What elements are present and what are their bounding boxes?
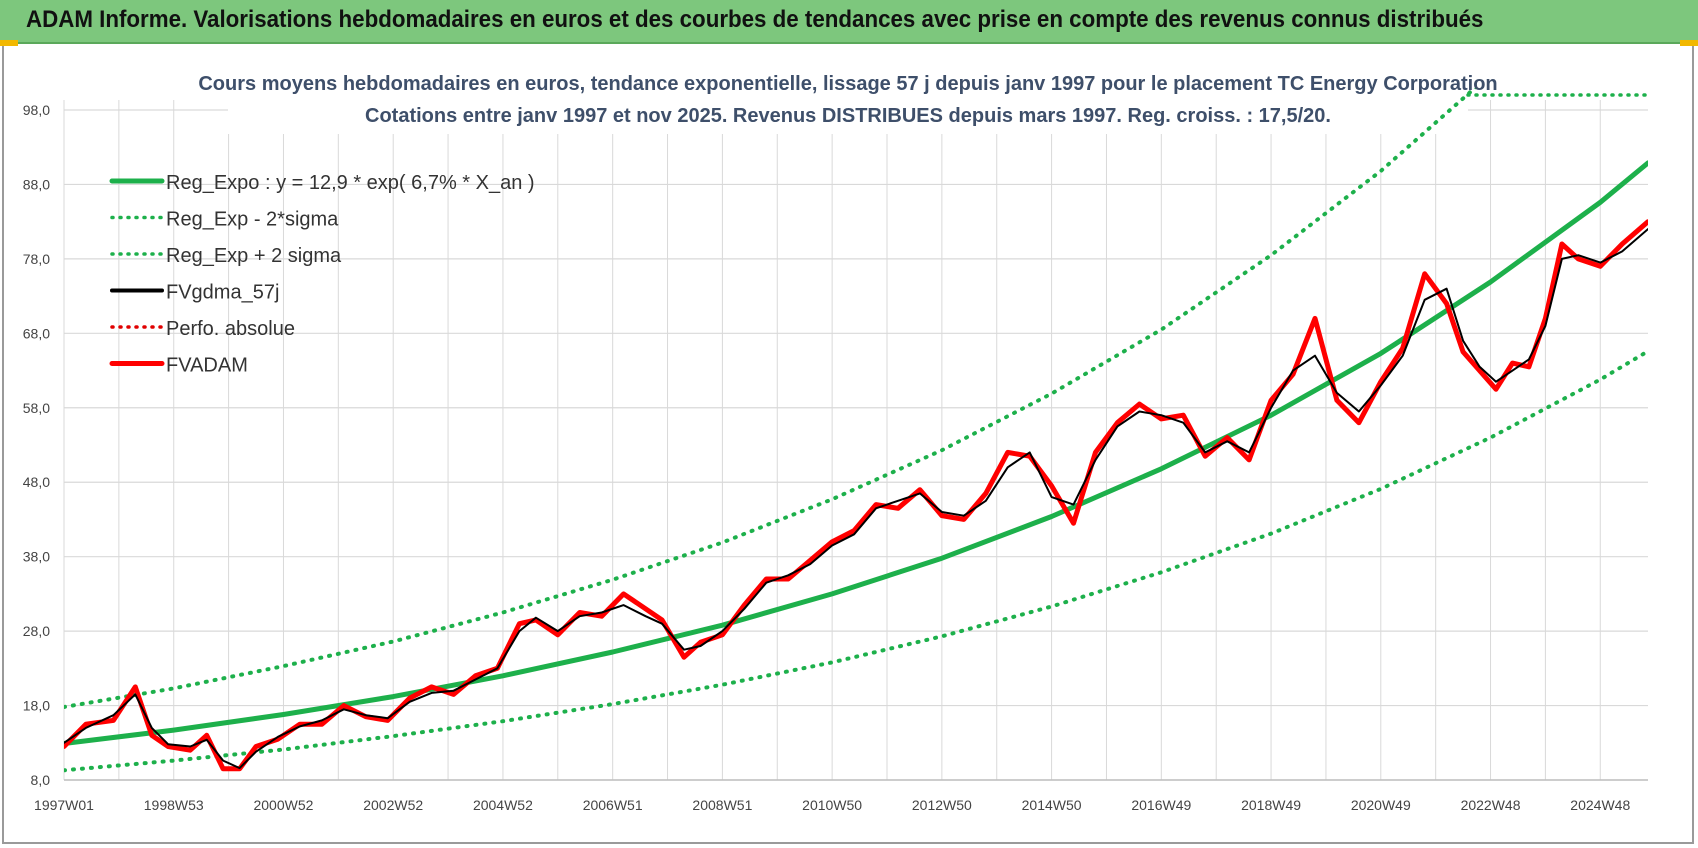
x-tick-label: 2010W50 xyxy=(802,797,862,813)
y-tick-label: 98,0 xyxy=(23,102,50,118)
x-tick-label: 1998W53 xyxy=(144,797,204,813)
chart-frame xyxy=(2,46,1694,844)
legend-label: FVADAM xyxy=(166,355,248,377)
x-tick-label: 2004W52 xyxy=(473,797,533,813)
legend-label: FVgdma_57j xyxy=(166,282,279,304)
banner-corner-right xyxy=(1680,40,1698,46)
x-tick-label: 2014W50 xyxy=(1022,797,1082,813)
chart-subtitle: Cotations entre janv 1997 et nov 2025. R… xyxy=(365,105,1331,127)
x-tick-label: 2008W51 xyxy=(692,797,752,813)
y-tick-label: 18,0 xyxy=(23,698,50,714)
legend-label: Perfo. absolue xyxy=(166,318,295,340)
y-tick-label: 38,0 xyxy=(23,549,50,565)
x-tick-label: 2024W48 xyxy=(1570,797,1630,813)
x-tick-label: 2012W50 xyxy=(912,797,972,813)
x-tick-label: 2002W52 xyxy=(363,797,423,813)
y-tick-label: 48,0 xyxy=(23,474,50,490)
title-banner: ADAM Informe. Valorisations hebdomadaire… xyxy=(0,0,1698,44)
series-line xyxy=(64,160,1648,746)
y-tick-label: 58,0 xyxy=(23,400,50,416)
series-line xyxy=(64,88,1478,709)
x-tick-label: 2018W49 xyxy=(1241,797,1301,813)
x-tick-label: 2020W49 xyxy=(1351,797,1411,813)
title-backdrop xyxy=(228,62,1468,134)
y-tick-label: 78,0 xyxy=(23,251,50,267)
y-tick-label: 28,0 xyxy=(23,623,50,639)
x-tick-label: 2006W51 xyxy=(583,797,643,813)
x-tick-label: 2022W48 xyxy=(1461,797,1521,813)
y-tick-label: 88,0 xyxy=(23,176,50,192)
x-tick-label: 2000W52 xyxy=(253,797,313,813)
legend-label: Reg_Exp + 2 sigma xyxy=(166,245,342,267)
legend-label: Reg_Exp - 2*sigma xyxy=(166,209,339,231)
series-line xyxy=(64,219,1648,772)
series-line xyxy=(64,349,1648,773)
chart-title: Cours moyens hebdomadaires en euros, ten… xyxy=(198,73,1497,95)
y-tick-label: 8,0 xyxy=(31,772,51,788)
banner-corner-left xyxy=(0,40,18,46)
y-tick-label: 68,0 xyxy=(23,325,50,341)
x-tick-label: 2016W49 xyxy=(1131,797,1191,813)
x-tick-label: 1997W01 xyxy=(34,797,94,813)
series-line xyxy=(64,228,1648,770)
page-title: ADAM Informe. Valorisations hebdomadaire… xyxy=(26,6,1484,33)
legend-label: Reg_Expo : y = 12,9 * exp( 6,7% * X_an ) xyxy=(166,172,535,194)
